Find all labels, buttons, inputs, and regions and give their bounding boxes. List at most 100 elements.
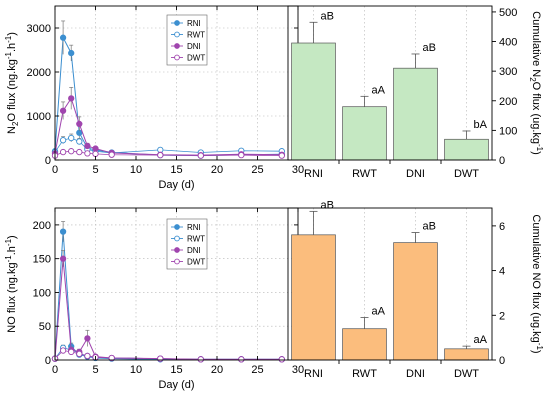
data-point-DWT (157, 355, 164, 362)
y-axis-label-top-left-part: O flux (ng.kg (6, 59, 18, 121)
x-tick-label: 15 (170, 164, 182, 176)
x-tick-label: RWT (352, 368, 377, 380)
x-tick-label: DWT (454, 368, 479, 380)
x-tick-label: RWT (352, 168, 377, 180)
bar-DWT (444, 138, 489, 161)
legend-marker-RWT (174, 235, 180, 242)
y-axis-label-top-right-part: ) (530, 151, 542, 155)
legend-label-RNI: RNI (187, 223, 201, 232)
x-tick-label: 15 (170, 364, 182, 376)
legend-label-DWT: DWT (187, 54, 205, 63)
y-axis-label-top-right-part: 2 (528, 77, 537, 82)
line-panel-top-left: 0 5 10 15 20 25 30 0 1000 2000 3000 Day (d) RNI RWT DN… (27, 5, 304, 191)
y-axis-label-bottom-left-part: NO flux (ng.kg (6, 262, 18, 332)
y-tick-label: 500 (499, 7, 517, 19)
bar-panel-top-right: aB RNI aA RWT aB DNI bA DWT 0 100 200 300 400 500 (287, 5, 517, 180)
y-axis-label-top-right-part: -1 (535, 144, 544, 152)
series-DWT (51, 347, 285, 363)
y-tick-label: 200 (499, 96, 517, 108)
legend-marker-RWT (174, 31, 180, 38)
y-tick-label: 100 (33, 287, 51, 299)
y-tick-label: 4 (499, 266, 505, 278)
legend-marker-RNI (174, 224, 180, 230)
y-tick-label: 200 (33, 220, 51, 232)
x-axis-label: Day (d) (158, 379, 194, 391)
data-point-DWT (68, 148, 75, 155)
legend-label-DNI: DNI (187, 246, 201, 255)
data-point-DWT (197, 356, 204, 363)
x-tick-label: RNI (304, 168, 323, 180)
legend-label-RWT: RWT (187, 31, 205, 40)
bar-RNI (291, 42, 336, 161)
x-tick-label: DNI (406, 368, 425, 380)
x-tick-label: RNI (304, 368, 323, 380)
y-axis-label-bottom-left-part: -1 (4, 238, 13, 246)
data-point-DWT (197, 152, 204, 159)
y-tick-label: 300 (499, 66, 517, 78)
x-tick-label: 30 (292, 164, 304, 176)
y-axis-label-top-right: Cumulative N2O flux (ug.kg-1) (528, 11, 544, 155)
y-axis-label-top-left-part: -1 (4, 52, 13, 60)
data-point-DWT (238, 356, 245, 363)
y-tick-label: 3000 (27, 23, 51, 35)
bar-panel-bottom-right: aB RNI aA RWT aB DNI aA DWT 0 2 4 6 (287, 199, 505, 380)
data-point-DNI (68, 95, 75, 102)
y-tick-label: 2 (499, 310, 505, 322)
y-axis-label-bottom-left: NO flux (ng.kg-1.h-1) (4, 235, 18, 332)
data-point-DWT (84, 352, 91, 360)
y-axis-label-top-left-part: .h (6, 43, 18, 52)
series-DNI (51, 87, 285, 159)
y-axis-label-top-right-part: Cumulative N (530, 11, 542, 77)
y-axis-label-bottom-right-part: -1 (535, 343, 544, 351)
x-tick-label: 10 (130, 364, 142, 376)
y-axis-label-bottom-left-part: ) (6, 235, 18, 239)
data-point-DWT (68, 348, 75, 356)
data-point-DWT (108, 151, 115, 158)
data-point-RWT (68, 134, 75, 142)
data-point-RWT (76, 138, 83, 145)
y-axis-label-bottom-left-part: -1 (4, 255, 13, 263)
x-tick-label: 20 (211, 164, 223, 176)
significance-label: bA (474, 119, 488, 131)
y-axis-label-bottom-right-part: ) (530, 350, 542, 354)
x-tick-label: 25 (251, 364, 263, 376)
y-axis-label-top-left-part: ) (6, 32, 18, 36)
x-tick-label: 30 (292, 364, 304, 376)
data-point-DNI (76, 120, 83, 128)
data-point-DNI (84, 142, 91, 150)
data-point-RNI (59, 228, 67, 235)
data-point-DWT (278, 356, 285, 363)
x-tick-label: 0 (52, 164, 58, 176)
x-tick-label: 10 (130, 164, 142, 176)
data-point-RNI (68, 49, 75, 57)
data-point-DWT (59, 347, 67, 354)
y-tick-label: 0 (499, 155, 505, 167)
y-tick-label: 150 (33, 254, 51, 266)
data-point-DWT (278, 152, 285, 159)
bar-RWT (342, 328, 387, 361)
y-axis-label-top-right-part: O flux (ug.kg (530, 82, 542, 144)
y-tick-label: 50 (39, 321, 51, 333)
data-point-RWT (59, 137, 67, 144)
data-point-DWT (76, 148, 83, 156)
data-point-RNI (59, 34, 67, 41)
significance-label: aA (474, 334, 488, 346)
x-tick-label: 5 (92, 164, 98, 176)
y-tick-label: 400 (499, 37, 517, 49)
significance-label: aB (423, 221, 436, 233)
legend-marker-DNI (174, 43, 180, 49)
x-tick-label: DWT (454, 168, 479, 180)
legend-label-DWT: DWT (187, 258, 205, 267)
x-tick-label: DNI (406, 168, 425, 180)
significance-label: aA (372, 306, 386, 318)
x-tick-label: 20 (211, 364, 223, 376)
data-point-DNI (59, 255, 67, 262)
y-tick-label: 0 (45, 355, 51, 367)
y-axis-label-top-left-part: N (6, 126, 18, 134)
y-tick-label: 0 (499, 355, 505, 367)
data-point-DWT (238, 152, 245, 159)
significance-label: aA (372, 84, 386, 96)
x-tick-label: 0 (52, 364, 58, 376)
y-axis-label-bottom-right: Cumulative NO flux (ug.kg-1) (530, 214, 544, 353)
